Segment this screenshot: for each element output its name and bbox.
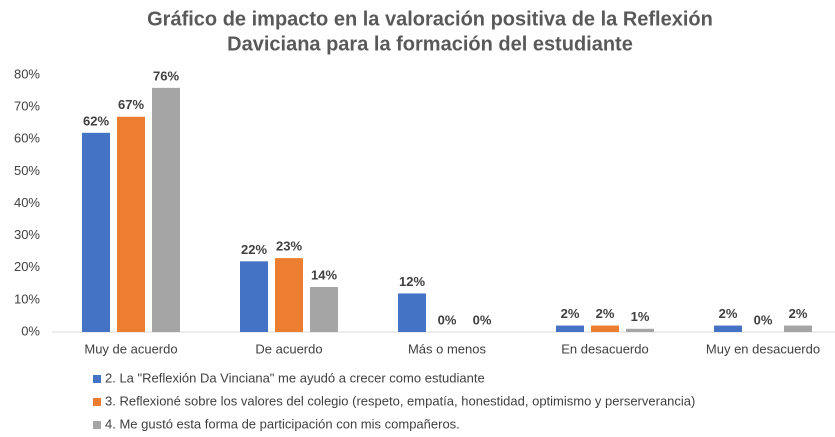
bar — [556, 325, 584, 332]
legend-swatch — [93, 398, 101, 406]
y-tick-label: 50% — [14, 163, 40, 178]
x-tick-label: De acuerdo — [255, 341, 322, 356]
bar — [275, 258, 303, 332]
x-tick-label: Muy de acuerdo — [84, 341, 177, 356]
bar — [240, 261, 268, 332]
y-tick-label: 10% — [14, 291, 40, 306]
value-label: 62% — [83, 113, 109, 128]
value-label: 0% — [473, 312, 492, 327]
value-label: 2% — [719, 306, 738, 321]
value-label: 22% — [241, 242, 267, 257]
y-tick-label: 0% — [21, 323, 40, 338]
bar — [117, 116, 145, 332]
chart-title: Gráfico de impacto en la valoración posi… — [147, 8, 713, 30]
legend-label: 4. Me gustó esta forma de participación … — [105, 416, 460, 431]
x-tick-label: Más o menos — [408, 341, 487, 356]
y-tick-label: 80% — [14, 66, 40, 81]
bar — [152, 87, 180, 332]
y-tick-label: 40% — [14, 195, 40, 210]
bar — [784, 325, 812, 332]
bar — [398, 293, 426, 332]
bar — [714, 325, 742, 332]
chart-title: Daviciana para la formación del estudian… — [227, 33, 633, 55]
y-tick-label: 20% — [14, 259, 40, 274]
value-label: 1% — [631, 309, 650, 324]
value-label: 12% — [399, 274, 425, 289]
legend-label: 3. Reflexioné sobre los valores del cole… — [105, 393, 695, 408]
bar — [626, 328, 654, 332]
legend-label: 2. La "Reflexión Da Vinciana" me ayudó a… — [105, 370, 485, 385]
value-label: 76% — [153, 68, 179, 83]
y-tick-label: 30% — [14, 227, 40, 242]
value-label: 14% — [311, 267, 337, 282]
y-tick-label: 70% — [14, 99, 40, 114]
x-tick-label: En desacuerdo — [561, 341, 648, 356]
legend-swatch — [93, 421, 101, 429]
bar — [591, 325, 619, 332]
value-label: 0% — [438, 312, 457, 327]
bar — [310, 287, 338, 332]
y-tick-label: 60% — [14, 131, 40, 146]
value-label: 2% — [596, 306, 615, 321]
value-label: 23% — [276, 239, 302, 254]
value-label: 2% — [561, 306, 580, 321]
value-label: 67% — [118, 97, 144, 112]
x-tick-label: Muy en desacuerdo — [706, 341, 820, 356]
value-label: 0% — [754, 312, 773, 327]
value-label: 2% — [789, 306, 808, 321]
bar — [82, 132, 110, 332]
legend-swatch — [93, 375, 101, 383]
